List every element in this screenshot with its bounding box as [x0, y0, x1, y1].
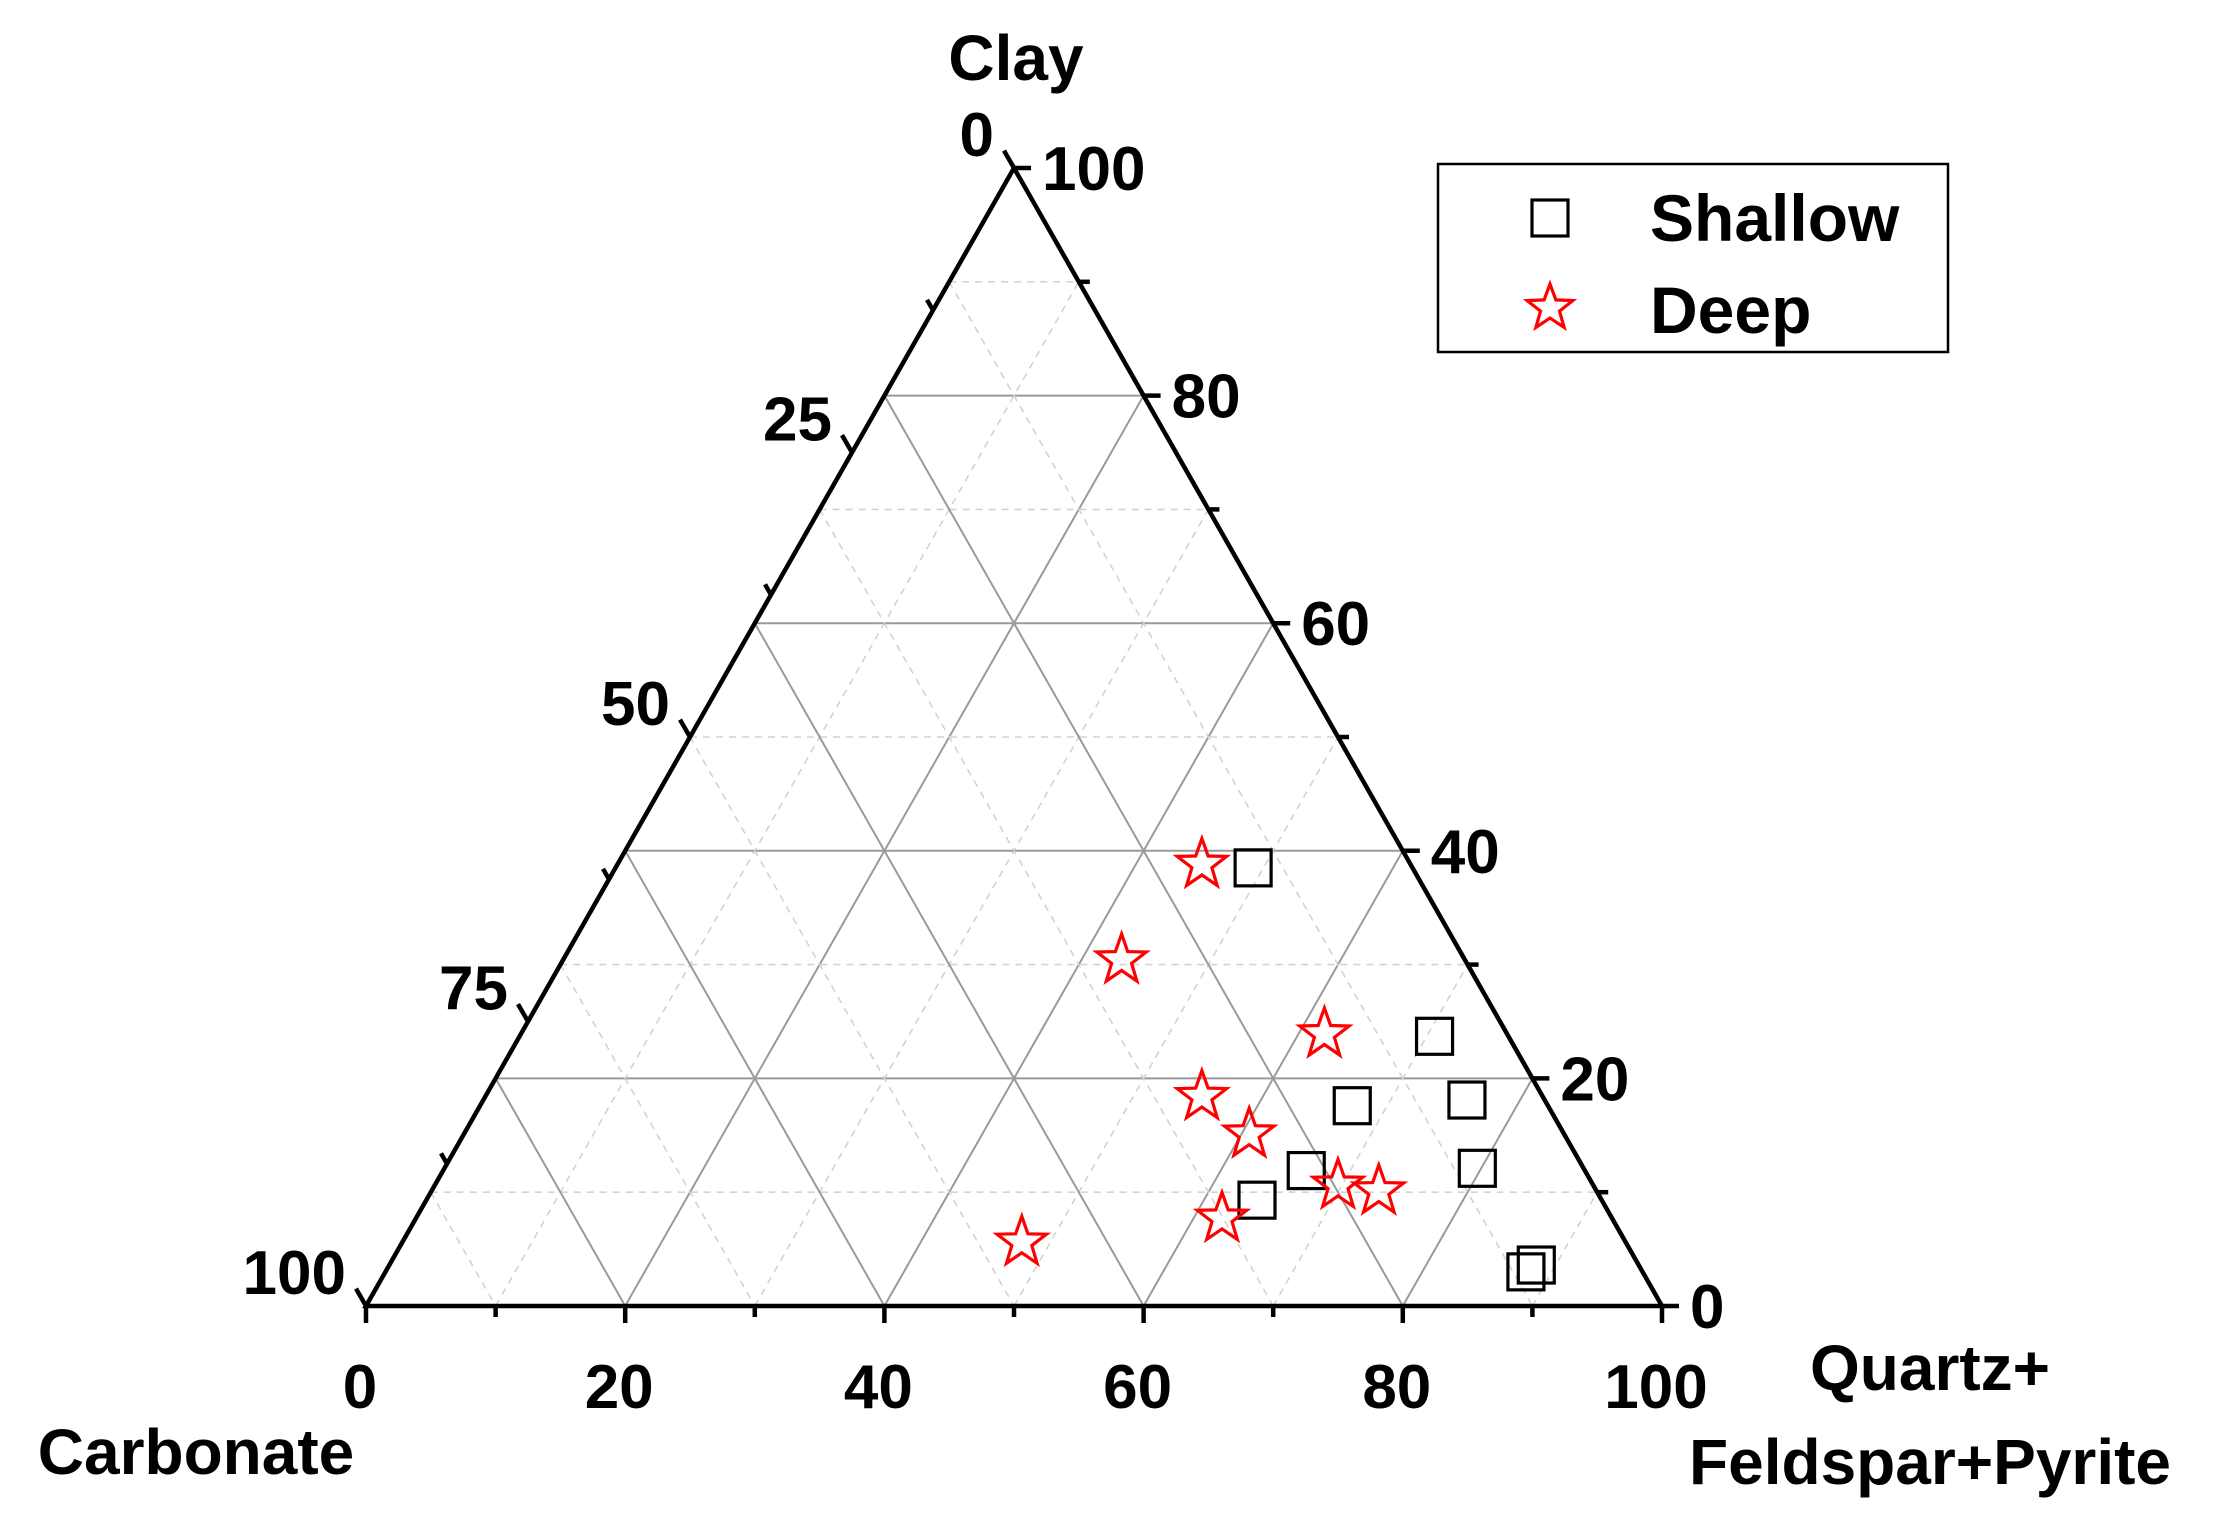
shallow-point-5	[1457, 1148, 1497, 1188]
grid-line-qfp-80	[1401, 1077, 1534, 1307]
shallow-point-9	[1506, 1252, 1546, 1292]
grid-line-carbonate-40	[624, 850, 886, 1307]
deep-point-9	[992, 1211, 1052, 1268]
left-tick-25	[840, 433, 854, 454]
legend-label-shallow: Shallow	[1650, 181, 1900, 255]
grid-line-qfp-30	[754, 509, 1210, 1307]
right-tick-label-100: 100	[1042, 135, 1145, 204]
legend-label-deep: Deep	[1650, 273, 1811, 347]
left-tick-label-25: 25	[763, 386, 832, 455]
left-tick-0	[1002, 149, 1016, 170]
right-tick-label-80: 80	[1172, 363, 1241, 432]
shallow-point-2	[1414, 1016, 1455, 1056]
grid-line-carbonate-90	[948, 281, 1534, 1307]
legend-marker-shallow	[1530, 198, 1570, 238]
right-axis-title-line1: Quartz+	[1810, 1332, 2050, 1404]
left-tick-12.5	[925, 298, 935, 312]
shallow-point-6	[1286, 1150, 1326, 1191]
deep-point-6	[1308, 1154, 1368, 1211]
bottom-tick-label-100: 100	[1604, 1353, 1707, 1422]
shallow-point-1	[1233, 848, 1273, 888]
left-tick-37.5	[763, 583, 773, 596]
shallow-point-8	[1516, 1245, 1556, 1285]
tick-labels: 0 20 40 60 80 100 0 20 40 60 80 100 0 25 50 75 100	[243, 101, 1725, 1422]
grid-line-carbonate-80	[883, 395, 1404, 1307]
shallow-point-7	[1237, 1180, 1277, 1220]
left-tick-87.5	[439, 1152, 449, 1165]
left-tick-75	[516, 1002, 530, 1023]
deep-point-8	[1192, 1187, 1252, 1244]
deep-point-4	[1172, 1065, 1232, 1122]
left-tick-label-100: 100	[243, 1239, 346, 1308]
grid-line-carbonate-10	[430, 1191, 497, 1307]
right-tick-label-0: 0	[1690, 1273, 1724, 1342]
left-axis-title: Carbonate	[38, 1416, 355, 1488]
deep-point-5	[1219, 1103, 1279, 1160]
top-axis-title: Clay	[948, 22, 1084, 94]
bottom-tick-label-0: 0	[343, 1353, 377, 1422]
deep-point-7	[1349, 1160, 1409, 1216]
shallow-point-3	[1447, 1080, 1487, 1120]
deep-point-1	[1172, 833, 1232, 890]
legend-box	[1436, 162, 1950, 354]
left-tick-label-50: 50	[601, 670, 670, 739]
axis-ticks	[354, 149, 1679, 1323]
grid-line-qfp-70	[1272, 964, 1469, 1307]
left-tick-100	[354, 1287, 368, 1308]
bottom-tick-label-40: 40	[844, 1353, 913, 1422]
grid	[430, 280, 1598, 1307]
left-tick-62.5	[601, 867, 611, 881]
left-tick-50	[678, 718, 692, 739]
bottom-tick-label-80: 80	[1362, 1353, 1431, 1422]
data-points	[992, 833, 1556, 1292]
deep-point-2	[1092, 929, 1151, 986]
grid-line-qfp-10	[494, 281, 1080, 1307]
deep-point-3	[1295, 1003, 1354, 1060]
bottom-tick-label-60: 60	[1103, 1353, 1172, 1422]
grid-line-qfp-50	[1013, 736, 1339, 1307]
legend: Shallow Deep	[1436, 162, 1950, 354]
grid-line-qfp-90	[1531, 1191, 1598, 1307]
left-tick-label-0: 0	[960, 101, 994, 170]
right-tick-label-60: 60	[1301, 590, 1370, 659]
left-tick-label-75: 75	[439, 955, 508, 1024]
right-tick-label-20: 20	[1560, 1045, 1629, 1114]
grid-line-carbonate-20	[494, 1077, 627, 1307]
right-tick-label-40: 40	[1431, 818, 1500, 887]
grid-line-carbonate-50	[689, 736, 1015, 1307]
bottom-tick-label-20: 20	[585, 1353, 654, 1422]
grid-line-carbonate-60	[753, 622, 1145, 1307]
legend-marker-deep	[1522, 279, 1578, 332]
shallow-point-4	[1332, 1086, 1372, 1126]
right-axis-title-line2: Feldspar+Pyrite	[1689, 1426, 2171, 1498]
grid-line-carbonate-70	[818, 509, 1274, 1307]
grid-line-carbonate-30	[559, 964, 756, 1307]
